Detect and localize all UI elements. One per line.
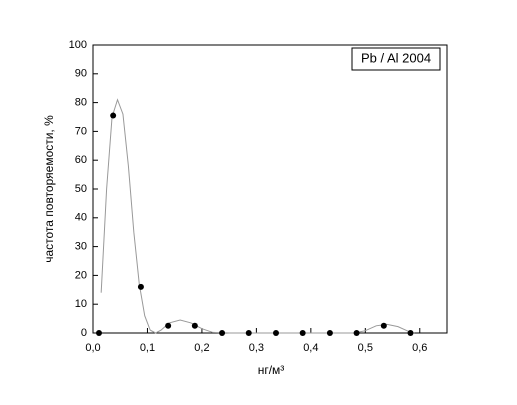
point <box>165 322 172 329</box>
y-axis-label: частота повторяемости, % <box>42 115 56 263</box>
x-axis-label: нг/м³ <box>258 363 285 377</box>
fit-line <box>100 98 415 334</box>
point <box>191 322 198 329</box>
y-tick-label: 40 <box>75 212 87 224</box>
annotation: Pb / Al 2004 <box>361 50 431 65</box>
point <box>299 330 306 336</box>
x-tick-label: 0,3 <box>249 342 264 354</box>
y-tick-label: 60 <box>75 154 87 166</box>
point <box>137 283 144 290</box>
point <box>272 330 279 336</box>
annotation-box <box>351 47 441 71</box>
y-tick-label: 20 <box>75 269 87 281</box>
point <box>95 330 102 336</box>
y-tick-label: 100 <box>69 39 87 51</box>
x-tick-label: 0,0 <box>85 342 100 354</box>
y-tick-label: 70 <box>75 125 87 137</box>
y-tick-label: 30 <box>75 241 87 253</box>
x-tick-label: 0,4 <box>303 342 318 354</box>
point <box>245 330 252 336</box>
point <box>380 322 387 329</box>
point <box>326 330 333 336</box>
x-tick-label: 0,1 <box>140 342 155 354</box>
y-tick-label: 10 <box>75 298 87 310</box>
y-tick-label: 90 <box>75 68 87 80</box>
point <box>110 112 117 119</box>
x-tick-label: 0,5 <box>358 342 373 354</box>
point <box>407 330 414 336</box>
y-tick-label: 50 <box>75 183 87 195</box>
y-tick-label: 80 <box>75 97 87 109</box>
plot-frame <box>92 44 448 334</box>
x-tick-label: 0,2 <box>194 342 209 354</box>
y-tick-label: 0 <box>81 327 87 339</box>
point <box>219 330 226 336</box>
x-tick-label: 0,6 <box>412 342 427 354</box>
point <box>353 330 360 336</box>
